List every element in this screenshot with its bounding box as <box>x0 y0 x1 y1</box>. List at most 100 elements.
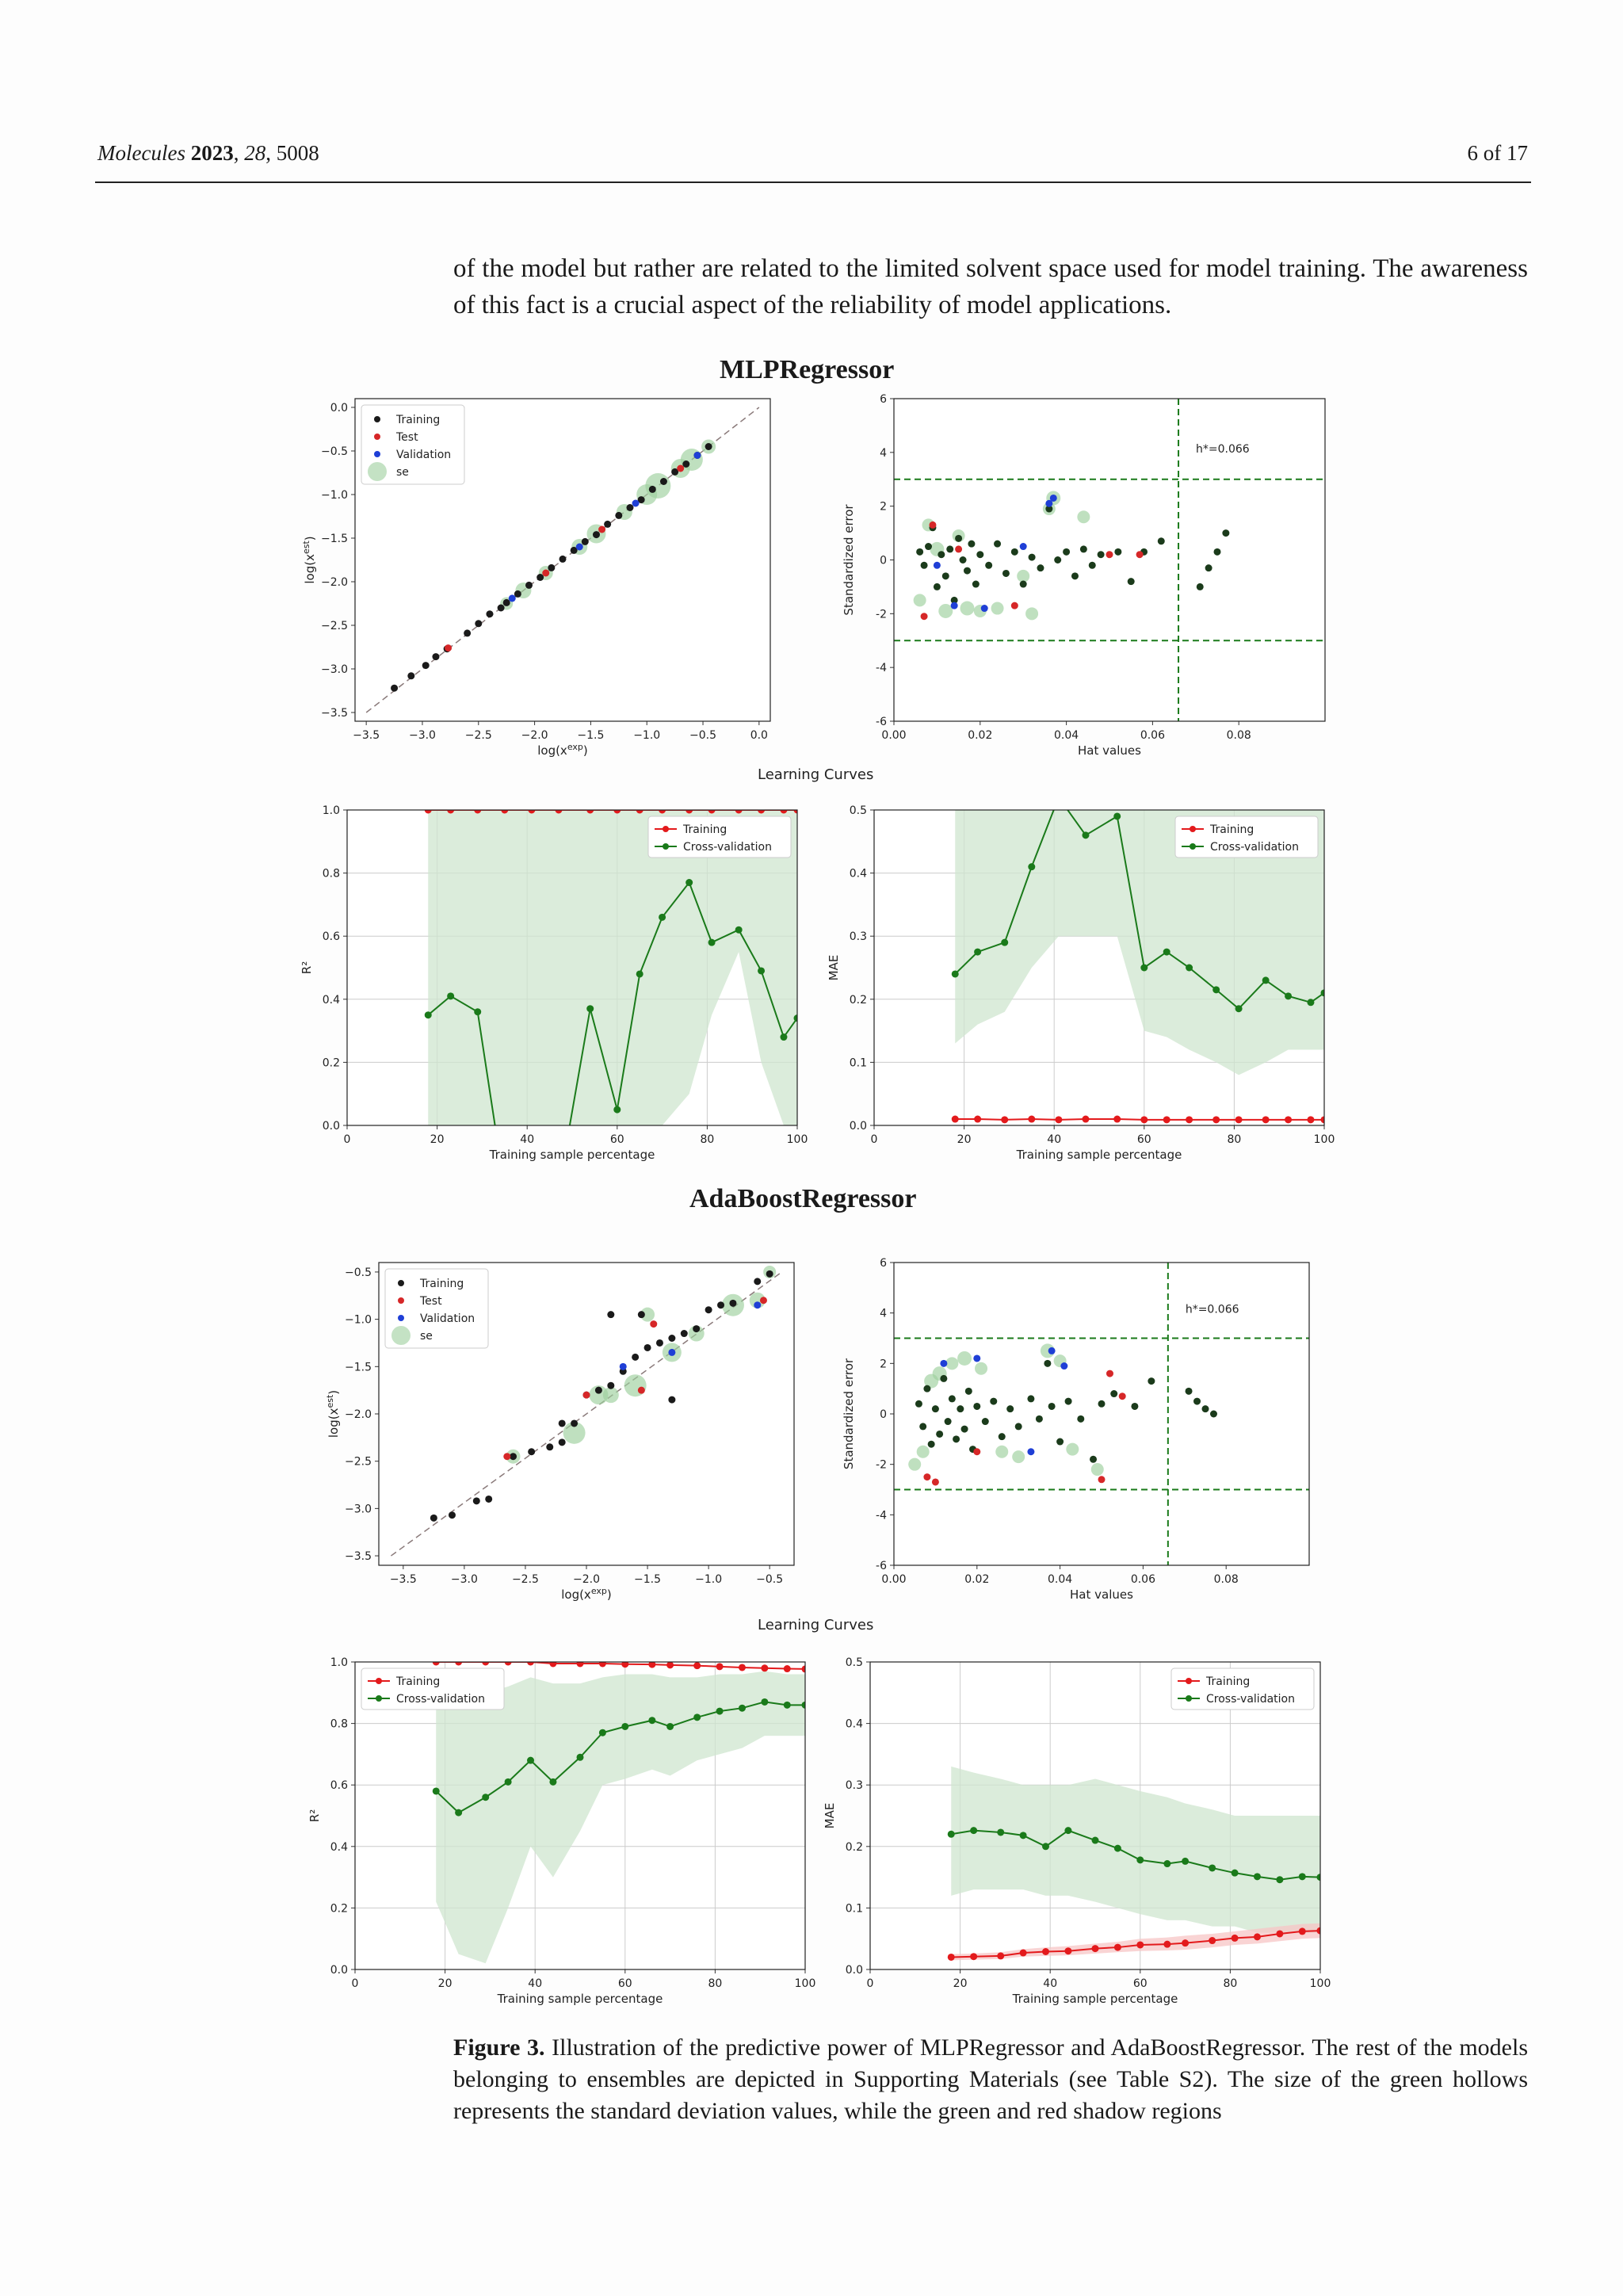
train-point <box>1209 1937 1216 1945</box>
train-point <box>947 1953 955 1961</box>
ada-r2-plot: 0 20 40 60 80 100 0.0 0.2 0.4 0.6 0.8 1.0 Training Cr… <box>307 1656 815 2006</box>
validation-point <box>940 1359 948 1367</box>
training-point <box>604 520 612 528</box>
test-point <box>637 1386 645 1394</box>
training-point <box>960 1425 968 1433</box>
training-point <box>963 567 971 575</box>
train-point <box>1253 1933 1261 1941</box>
legend-label: Training <box>419 1278 464 1290</box>
training-point <box>1088 561 1096 569</box>
training-point <box>953 1435 960 1443</box>
x-tick-label: 80 <box>1223 1977 1237 1990</box>
train-point <box>997 1952 1005 1960</box>
y-tick-label: 0.2 <box>846 1841 863 1854</box>
cv-point <box>1064 1827 1072 1835</box>
legend: Training Test Validation se <box>361 404 465 485</box>
cv-point <box>482 1794 490 1801</box>
cv-point <box>801 1701 805 1709</box>
train-point <box>708 810 716 814</box>
se-marker <box>589 1385 609 1405</box>
cv-point <box>947 1830 955 1838</box>
x-tick-label: 80 <box>1227 1133 1241 1146</box>
test-point <box>973 1448 981 1456</box>
legend: Training Cross-validation <box>1174 816 1319 858</box>
se-marker <box>908 1457 922 1471</box>
data-layer <box>894 399 1325 721</box>
training-point <box>637 496 645 504</box>
cv-point <box>1082 831 1090 839</box>
training-point <box>472 1497 480 1505</box>
training-point <box>994 540 1002 548</box>
se-marker <box>957 1350 972 1366</box>
cv-point <box>735 926 743 934</box>
y-tick-label: −3.5 <box>321 707 348 720</box>
train-point <box>1140 1116 1148 1124</box>
cv-point <box>549 1778 557 1786</box>
train-point <box>1136 1941 1144 1949</box>
validation-point <box>1049 494 1057 502</box>
legend-label: Training <box>682 823 727 836</box>
training-point <box>950 596 958 604</box>
training-point <box>430 1514 437 1522</box>
mlp-parity-plot: −3.5 −3.0 −2.5 −2.0 −1.5 −1.0 −0.5 0.0 −3.5 −3.0 −… <box>301 398 771 758</box>
x-tick-label: 20 <box>430 1133 445 1146</box>
y-axis-label: log(xest) <box>301 536 317 583</box>
se-marker <box>1040 1343 1055 1358</box>
se-marker <box>1012 1450 1025 1464</box>
y-axis-label: MAE <box>823 1803 837 1829</box>
cv-point <box>1182 1857 1190 1865</box>
training-point <box>946 545 954 553</box>
train-point <box>455 1662 463 1666</box>
training-point <box>655 1339 663 1347</box>
train-point <box>738 1664 746 1671</box>
train-point <box>1298 1927 1306 1935</box>
training-point <box>990 1397 998 1405</box>
x-tick-label: −3.5 <box>390 1573 417 1586</box>
ada-williams-plot: 0.00 0.02 0.04 0.06 0.08 -6 -4 -2 0 2 4 6 h*=0.066 Ha… <box>842 1257 1310 1602</box>
y-tick-label: -4 <box>876 1509 887 1522</box>
legend-marker <box>663 826 669 832</box>
data-layer <box>390 1265 783 1557</box>
ada-mae-plot: 0 20 40 60 80 100 0.0 0.1 0.2 0.3 0.4 0.5 Training Cr… <box>823 1656 1331 2006</box>
legend: Training Cross-validation <box>361 1668 505 1710</box>
y-tick-label: -2 <box>876 1459 887 1472</box>
y-tick-label: −3.5 <box>345 1550 372 1563</box>
test-point <box>582 1391 590 1399</box>
plot-area <box>894 1263 1309 1565</box>
y-tick-label: 0.3 <box>846 1779 863 1792</box>
cv-point <box>951 970 959 978</box>
training-point <box>1006 1405 1014 1413</box>
cv-point <box>761 1698 769 1706</box>
training-point <box>464 629 472 637</box>
h-star-label: h*=0.066 <box>1196 443 1250 456</box>
legend-marker <box>1190 843 1196 850</box>
test-point <box>1106 1370 1113 1377</box>
cv-point <box>528 1185 535 1192</box>
training-point <box>1114 548 1122 556</box>
legend-marker <box>368 462 387 481</box>
se-marker <box>640 1307 655 1322</box>
test-point <box>920 613 928 621</box>
legend-marker <box>374 434 380 440</box>
train-point <box>783 1665 791 1673</box>
legend-marker <box>398 1297 404 1304</box>
train-point <box>666 1662 674 1669</box>
cv-point <box>738 1704 746 1712</box>
x-tick-label: 20 <box>438 1977 453 1990</box>
train-point <box>1042 1947 1050 1955</box>
train-point <box>1262 1116 1270 1124</box>
x-tick-label: 100 <box>1314 1133 1335 1146</box>
x-tick-label: 0.0 <box>750 729 768 742</box>
y-axis-label: MAE <box>827 955 841 981</box>
training-point <box>973 1402 981 1410</box>
validation-point <box>693 452 701 459</box>
training-point <box>1002 569 1010 577</box>
training-point <box>637 1311 645 1319</box>
legend-marker <box>398 1280 404 1286</box>
training-point <box>626 504 634 511</box>
training-point <box>1097 551 1105 559</box>
training-point <box>1027 1395 1035 1403</box>
validation-point <box>619 1362 627 1370</box>
train-point <box>1316 1927 1320 1935</box>
legend-box <box>384 1268 489 1349</box>
